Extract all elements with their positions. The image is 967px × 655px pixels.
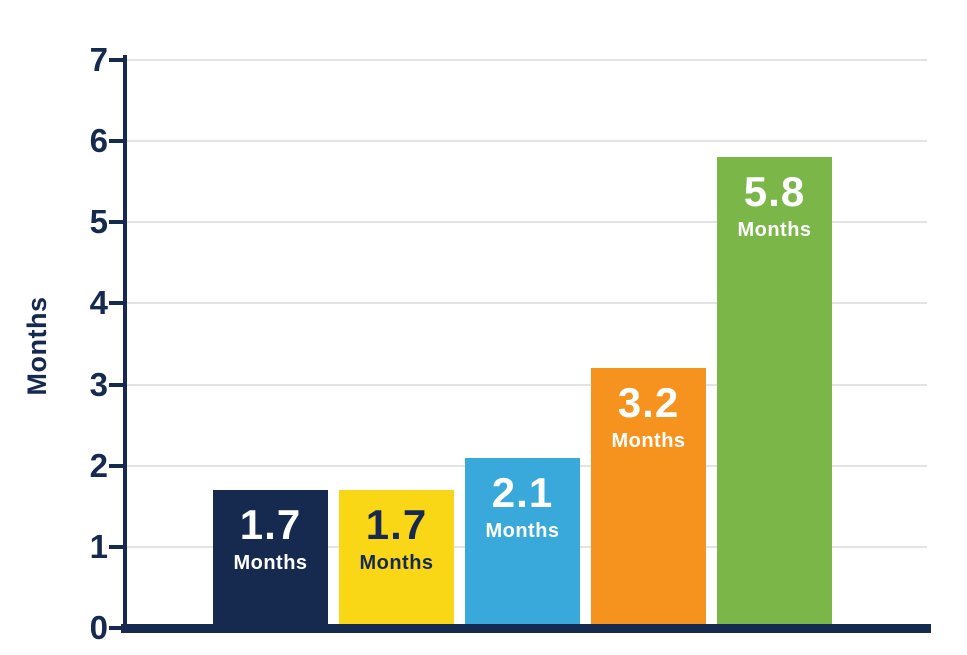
y-tick-label: 7 bbox=[89, 41, 108, 78]
bar: 5.8 Months bbox=[717, 157, 832, 628]
y-tick-label: 3 bbox=[89, 365, 108, 403]
y-tick bbox=[109, 58, 125, 62]
y-tick bbox=[109, 626, 125, 630]
y-tick-label: 6 bbox=[89, 122, 108, 160]
bar-value-label: 3.2 bbox=[617, 379, 680, 427]
y-axis-line bbox=[123, 55, 127, 633]
y-tick bbox=[109, 544, 125, 549]
bar-unit-label: Months bbox=[611, 430, 686, 453]
gridline bbox=[127, 302, 927, 305]
bar: 1.7 Months bbox=[339, 490, 454, 628]
gridline bbox=[127, 221, 927, 224]
y-tick bbox=[109, 220, 125, 225]
y-tick-label: 0 bbox=[89, 609, 108, 646]
gridline bbox=[127, 59, 927, 61]
bar: 1.7 Months bbox=[213, 490, 328, 628]
y-tick-label: 2 bbox=[89, 446, 108, 484]
y-tick-label: 5 bbox=[89, 203, 108, 241]
bar-value-label: 1.7 bbox=[365, 501, 428, 549]
gridline bbox=[127, 140, 927, 143]
bar-unit-label: Months bbox=[359, 552, 434, 575]
y-tick-label: 1 bbox=[89, 527, 108, 565]
bar-value-label: 1.7 bbox=[239, 501, 302, 549]
y-tick bbox=[109, 139, 125, 144]
y-tick-label: 4 bbox=[89, 284, 108, 322]
gridline bbox=[127, 383, 927, 386]
bar-unit-label: Months bbox=[485, 519, 560, 542]
bar: 2.1 Months bbox=[465, 457, 580, 628]
y-tick bbox=[109, 382, 125, 387]
y-tick bbox=[109, 301, 125, 306]
bar-value-label: 2.1 bbox=[491, 468, 554, 516]
x-axis-line bbox=[121, 624, 931, 633]
bar-unit-label: Months bbox=[233, 552, 308, 575]
bar-unit-label: Months bbox=[737, 219, 812, 242]
y-tick bbox=[109, 463, 125, 468]
bar-value-label: 5.8 bbox=[743, 168, 806, 216]
bar: 3.2 Months bbox=[591, 368, 706, 628]
